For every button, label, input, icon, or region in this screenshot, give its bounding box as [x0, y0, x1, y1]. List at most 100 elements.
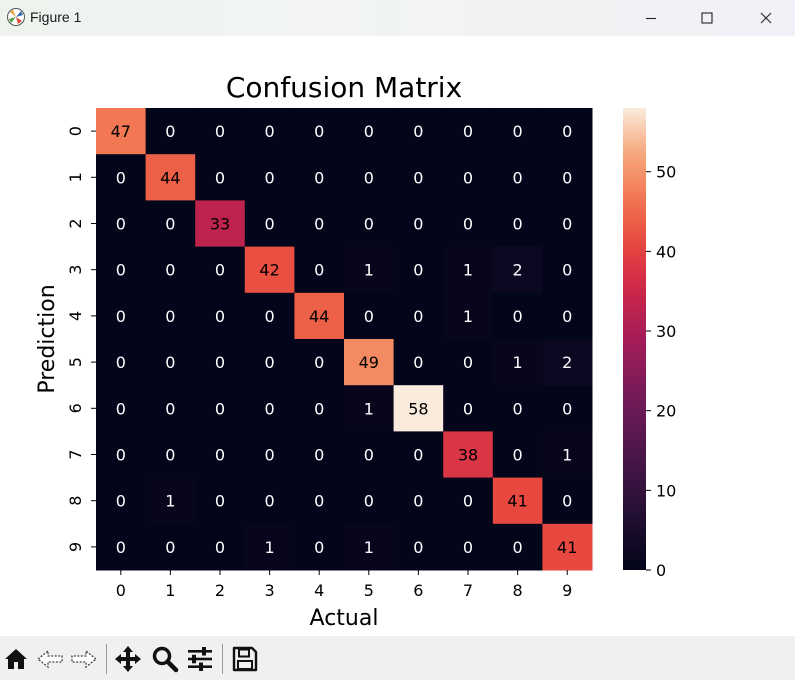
y-axis-label: Prediction	[35, 284, 60, 393]
cell-label: 0	[364, 168, 374, 187]
heatmap-cell	[344, 246, 395, 294]
heatmap-cell	[492, 292, 543, 340]
colorbar-tick-label: 0	[656, 561, 666, 580]
cell-label: 0	[265, 215, 275, 234]
title-bar[interactable]: Figure 1	[0, 0, 795, 36]
heatmap-cell	[443, 200, 494, 248]
y-tick-label: 1	[66, 172, 85, 182]
cell-label: 0	[463, 538, 473, 557]
back-arrow-icon	[36, 649, 63, 669]
y-tick-label: 6	[66, 403, 85, 413]
heatmap-cell	[145, 523, 196, 571]
heatmap-cell	[294, 154, 345, 201]
cell-label: 0	[562, 399, 572, 418]
heatmap-cell	[542, 108, 593, 155]
cell-label: 0	[314, 492, 324, 511]
heatmap-cell	[492, 523, 543, 571]
x-axis-label: Actual	[310, 606, 379, 631]
heatmap-cell	[492, 431, 543, 479]
heatmap-cell	[443, 477, 494, 525]
cell-label: 0	[165, 353, 175, 372]
cell-label: 1	[364, 538, 374, 557]
minimize-button[interactable]	[623, 0, 679, 36]
back-button[interactable]	[35, 644, 65, 674]
colorbar-tick-label: 50	[656, 163, 676, 182]
cell-label: 0	[463, 122, 473, 141]
heatmap-cell	[96, 339, 147, 386]
cell-label: 33	[210, 215, 230, 234]
cell-label: 0	[364, 215, 374, 234]
cell-label: 0	[413, 122, 423, 141]
cell-label: 0	[116, 538, 126, 557]
cell-label: 1	[463, 261, 473, 280]
heatmap-cell	[294, 431, 345, 479]
cell-label: 1	[364, 261, 374, 280]
home-button[interactable]	[1, 644, 31, 674]
configure-subplots-button[interactable]	[185, 644, 215, 674]
cell-label: 0	[215, 538, 225, 557]
maximize-button[interactable]	[679, 0, 735, 36]
heatmap-cell	[393, 431, 444, 479]
colorbar-tick-label: 10	[656, 481, 676, 500]
heatmap-cell	[195, 154, 246, 201]
cell-label: 0	[215, 122, 225, 141]
x-tick-label: 0	[116, 581, 126, 600]
cell-label: 0	[215, 307, 225, 326]
heatmap-cell	[244, 246, 295, 294]
x-tick-label: 4	[314, 581, 324, 600]
cell-label: 0	[165, 399, 175, 418]
cell-label: 41	[507, 492, 527, 511]
cell-label: 2	[562, 353, 572, 372]
x-tick-label: 3	[265, 581, 275, 600]
cell-label: 0	[116, 168, 126, 187]
heatmap-cell	[542, 523, 593, 571]
cell-label: 0	[165, 307, 175, 326]
cell-label: 0	[314, 353, 324, 372]
cell-label: 0	[562, 168, 572, 187]
heatmap-cell	[492, 154, 543, 201]
cell-label: 0	[116, 492, 126, 511]
heatmap-cell	[344, 339, 395, 386]
save-button[interactable]	[230, 644, 260, 674]
heatmap-cell	[294, 292, 345, 340]
figure-canvas[interactable]: Confusion Matrix 47 0 0 0 0 0 0 0 0 0 0 44 0 0 0 0 0 0 0 0 0 0…	[0, 36, 795, 636]
cell-label: 0	[215, 492, 225, 511]
heatmap-cell	[244, 200, 295, 248]
heatmap-cell	[393, 200, 444, 248]
forward-button[interactable]	[69, 644, 99, 674]
cell-label: 0	[413, 215, 423, 234]
heatmap-cell	[96, 431, 147, 479]
cell-label: 0	[463, 353, 473, 372]
heatmap-cell	[96, 108, 147, 155]
cell-label: 1	[463, 307, 473, 326]
cell-label: 0	[265, 446, 275, 465]
heatmap-cell	[443, 339, 494, 386]
cell-label: 1	[364, 399, 374, 418]
heatmap-cell	[443, 292, 494, 340]
close-button[interactable]	[738, 0, 794, 36]
heatmap-cell	[542, 477, 593, 525]
heatmap-cell	[195, 108, 246, 155]
pan-button[interactable]	[113, 644, 143, 674]
zoom-button[interactable]	[150, 644, 180, 674]
cell-label: 0	[116, 399, 126, 418]
heatmap-cell	[344, 477, 395, 525]
heatmap-cell	[443, 246, 494, 294]
maximize-icon	[701, 12, 713, 24]
navigation-toolbar	[0, 636, 795, 680]
cell-label: 0	[215, 446, 225, 465]
heatmap-cell	[195, 292, 246, 340]
heatmap-cell	[492, 477, 543, 525]
heatmap-cell	[344, 108, 395, 155]
heatmap-cell	[393, 246, 444, 294]
heatmap-cell	[195, 339, 246, 386]
cell-label: 1	[165, 492, 175, 511]
cell-label: 1	[513, 353, 523, 372]
heatmap-cell	[145, 292, 196, 340]
heatmap-cell	[145, 154, 196, 201]
colorbar-tick-label: 30	[656, 322, 676, 341]
cell-label: 0	[265, 307, 275, 326]
x-tick-label: 2	[215, 581, 225, 600]
heatmap-cell	[244, 292, 295, 340]
